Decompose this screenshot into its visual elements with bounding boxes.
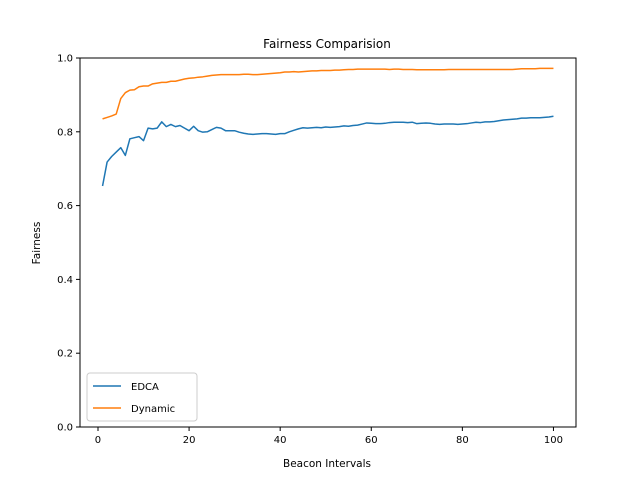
x-tick-label: 40 xyxy=(274,435,287,446)
y-tick-label: 1.0 xyxy=(57,54,73,65)
y-tick-label: 0.8 xyxy=(57,127,73,138)
legend-label-dynamic: Dynamic xyxy=(131,404,175,415)
axes-frame xyxy=(79,57,577,428)
plot-area xyxy=(101,67,554,187)
x-tick-label: 100 xyxy=(544,435,563,446)
x-tick-label: 0 xyxy=(95,435,101,446)
y-axis-label: Fairness xyxy=(31,222,43,265)
x-axis-label: Beacon Intervals xyxy=(283,458,371,470)
x-tick-label: 20 xyxy=(183,435,196,446)
series-line-dynamic xyxy=(102,67,554,120)
y-tick-label: 0.2 xyxy=(57,349,73,360)
y-tick-label: 0.0 xyxy=(57,423,73,434)
y-tick-label: 0.4 xyxy=(57,275,73,286)
x-tick-label: 60 xyxy=(365,435,378,446)
legend-label-edca: EDCA xyxy=(131,382,159,393)
axis-ticks: 0 20 40 60 80 100 0.0 0.2 0.4 0.6 0.8 1.0 xyxy=(57,54,563,447)
y-tick-label: 0.6 xyxy=(57,201,73,212)
legend: EDCA Dynamic xyxy=(86,372,198,422)
legend-box xyxy=(86,372,198,422)
chart-title: Fairness Comparision xyxy=(263,37,391,51)
x-tick-label: 80 xyxy=(456,435,469,446)
series-line-edca xyxy=(101,115,554,187)
